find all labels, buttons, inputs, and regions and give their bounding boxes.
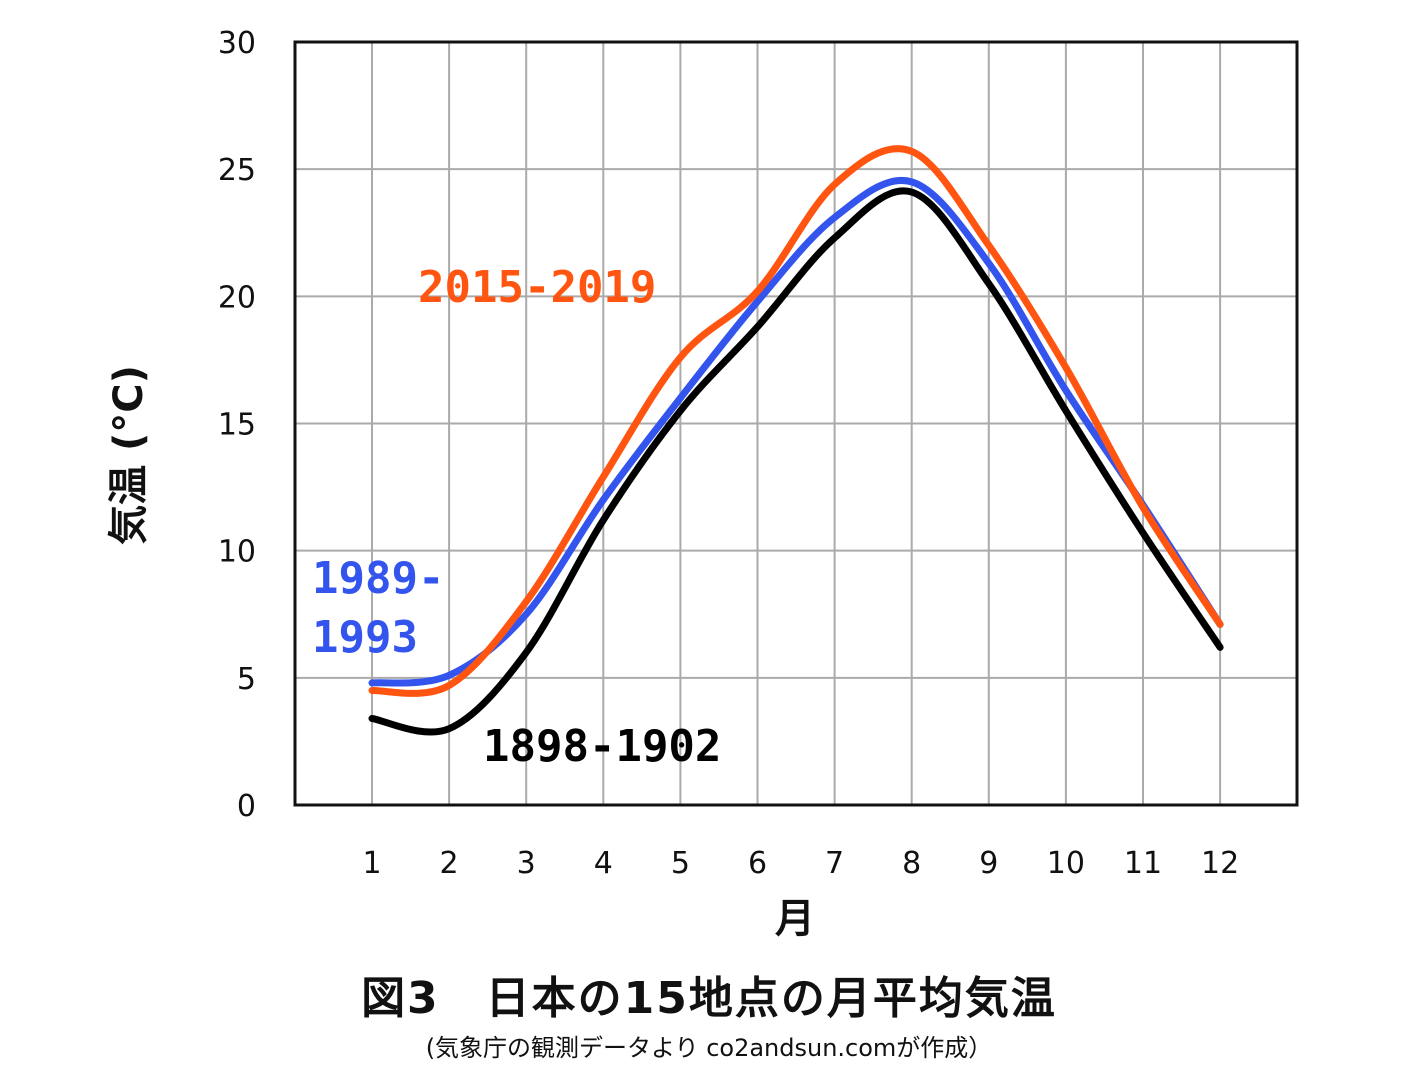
series-line-1989-1993 <box>368 176 1224 687</box>
y-tick-label: 15 <box>218 408 256 443</box>
x-tick-label: 12 <box>1201 846 1239 881</box>
series-label-1989-1993-line1: 1989- <box>312 553 444 604</box>
x-tick-label: 6 <box>748 846 767 881</box>
x-axis-label: 月 <box>775 896 815 942</box>
x-tick-label: 7 <box>825 846 844 881</box>
x-axis-ticks: 1 2 3 4 5 6 7 8 9 10 11 12 <box>362 846 1239 881</box>
y-axis-label: 気温 (°C) <box>106 365 152 545</box>
series-label-2015-2019: 2015-2019 <box>418 262 656 313</box>
x-tick-label: 2 <box>440 846 459 881</box>
x-tick-label: 4 <box>594 846 613 881</box>
y-tick-label: 25 <box>218 153 256 188</box>
x-tick-label: 3 <box>517 846 536 881</box>
y-tick-label: 30 <box>218 26 256 61</box>
series-label-1898-1902: 1898-1902 <box>483 721 721 772</box>
series-label-1989-1993-line2: 1993 <box>312 612 418 663</box>
y-tick-label: 0 <box>237 789 256 824</box>
y-axis-ticks: 0 5 10 15 20 25 30 <box>218 26 256 824</box>
y-tick-label: 10 <box>218 535 256 570</box>
x-tick-label: 1 <box>362 846 381 881</box>
series-line-2015-2019 <box>368 145 1224 697</box>
x-tick-label: 9 <box>979 846 998 881</box>
x-tick-label: 11 <box>1124 846 1162 881</box>
plot-frame <box>293 40 1299 807</box>
figure-source-note: (気象庁の観測データより co2andsun.comが作成） <box>425 1034 993 1062</box>
series-lines <box>368 145 1224 736</box>
series-line-1898-1902 <box>368 187 1224 736</box>
x-tick-label: 8 <box>902 846 921 881</box>
x-tick-label: 10 <box>1047 846 1085 881</box>
figure-title: 図3 日本の15地点の月平均気温 <box>361 973 1057 1024</box>
x-tick-label: 5 <box>671 846 690 881</box>
y-tick-label: 20 <box>218 280 256 315</box>
y-tick-label: 5 <box>237 662 256 697</box>
